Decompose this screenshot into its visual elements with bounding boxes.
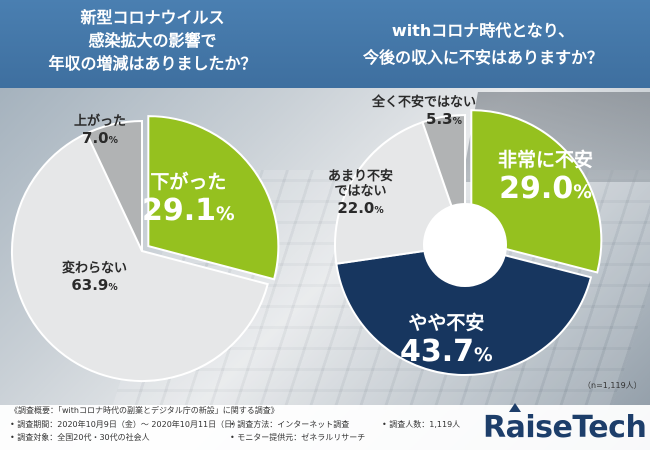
left-title-line-1: 新型コロナウイルス xyxy=(80,8,225,27)
survey-count: • 調査人数：1,119人 xyxy=(382,420,461,429)
logo-mark-icon xyxy=(509,403,521,412)
label-very-anxious-name: 非常に不安 xyxy=(498,149,594,171)
label-down: 下がった 29.1% xyxy=(142,171,235,229)
label-very-anxious: 非常に不安 29.0% xyxy=(498,149,594,207)
right-donut-slice-1 xyxy=(335,243,593,376)
left-pie-slice-1 xyxy=(11,132,269,382)
label-not-very-anxious-value: 22.0% xyxy=(328,198,393,217)
survey-target: • 調査対象：全国20代・30代の社会人 xyxy=(10,433,150,442)
label-not-anxious-name: 全く不安ではない xyxy=(372,95,477,110)
left-pie-slice-2 xyxy=(85,119,143,252)
label-somewhat-anxious-name: やや不安 xyxy=(408,312,485,334)
sample-size: （n=1,119人） xyxy=(583,381,642,390)
right-donut-chart xyxy=(334,109,603,376)
survey-method: • 調査方法：インターネット調査 xyxy=(230,420,350,429)
survey-heading: 《調査概要：「withコロナ時代の副業とデジタル庁の新設」に関する調査》 xyxy=(10,406,279,415)
label-very-anxious-percent: % xyxy=(573,181,592,203)
right-title-line-2: 今後の収入に不安はありますか？ xyxy=(362,48,603,67)
left-chart-title: 新型コロナウイルス 感染拡大の影響で 年収の増減はありましたか？ xyxy=(0,6,305,75)
footer-panel xyxy=(0,405,650,450)
label-down-number: 29.1 xyxy=(142,192,217,228)
label-not-very-anxious-percent: % xyxy=(374,204,384,216)
label-somewhat-anxious-value: 43.7% xyxy=(400,333,493,370)
left-title-line-3: 年収の増減はありましたか？ xyxy=(48,54,257,73)
right-donut-donut-hole xyxy=(423,203,507,287)
label-up: 上がった 7.0% xyxy=(74,114,127,147)
left-title-line-2: 感染拡大の影響で xyxy=(88,31,217,50)
label-not-very-anxious-line-2: ではない xyxy=(334,183,387,199)
label-down-value: 29.1% xyxy=(142,192,235,229)
left-pie-chart xyxy=(11,115,280,382)
left-pie-slice-0 xyxy=(147,115,280,281)
label-very-anxious-value: 29.0% xyxy=(498,170,593,207)
label-very-anxious-number: 29.0 xyxy=(499,170,574,206)
raisetech-logo: RaiseTech xyxy=(483,410,647,445)
label-not-very-anxious-line-1: あまり不安 xyxy=(328,169,394,184)
label-up-percent: % xyxy=(108,134,118,146)
label-not-very-anxious: あまり不安 ではない 22.0% xyxy=(328,169,394,217)
survey-period: • 調査期間：2020年10月9日（金）～ 2020年10月11日（日） xyxy=(10,420,241,429)
survey-provider: • モニター提供元：ゼネラルリサーチ xyxy=(230,433,366,442)
label-same-value: 63.9% xyxy=(62,275,127,294)
label-down-name: 下がった xyxy=(150,171,227,193)
label-not-anxious-value: 5.3% xyxy=(372,109,476,128)
label-somewhat-anxious-percent: % xyxy=(474,344,493,366)
label-somewhat-anxious-number: 43.7 xyxy=(400,333,475,369)
right-chart-title: withコロナ時代となり、 今後の収入に不安はありますか？ xyxy=(318,17,648,71)
label-not-anxious: 全く不安ではない 5.3% xyxy=(372,95,477,128)
label-not-very-anxious-number: 22.0 xyxy=(337,198,375,217)
label-same-percent: % xyxy=(108,281,118,293)
label-same-number: 63.9 xyxy=(71,275,109,294)
label-up-value: 7.0% xyxy=(74,128,126,147)
label-up-name: 上がった xyxy=(74,114,127,129)
right-title-line-1: withコロナ時代となり、 xyxy=(391,21,575,40)
label-up-number: 7.0 xyxy=(82,128,109,147)
label-not-anxious-number: 5.3 xyxy=(426,109,453,128)
label-same-name: 変わらない xyxy=(62,261,128,276)
label-same: 変わらない 63.9% xyxy=(62,261,128,294)
label-not-anxious-percent: % xyxy=(452,115,462,127)
label-somewhat-anxious: やや不安 43.7% xyxy=(400,312,493,370)
title-band xyxy=(0,0,650,88)
label-down-percent: % xyxy=(216,203,235,225)
